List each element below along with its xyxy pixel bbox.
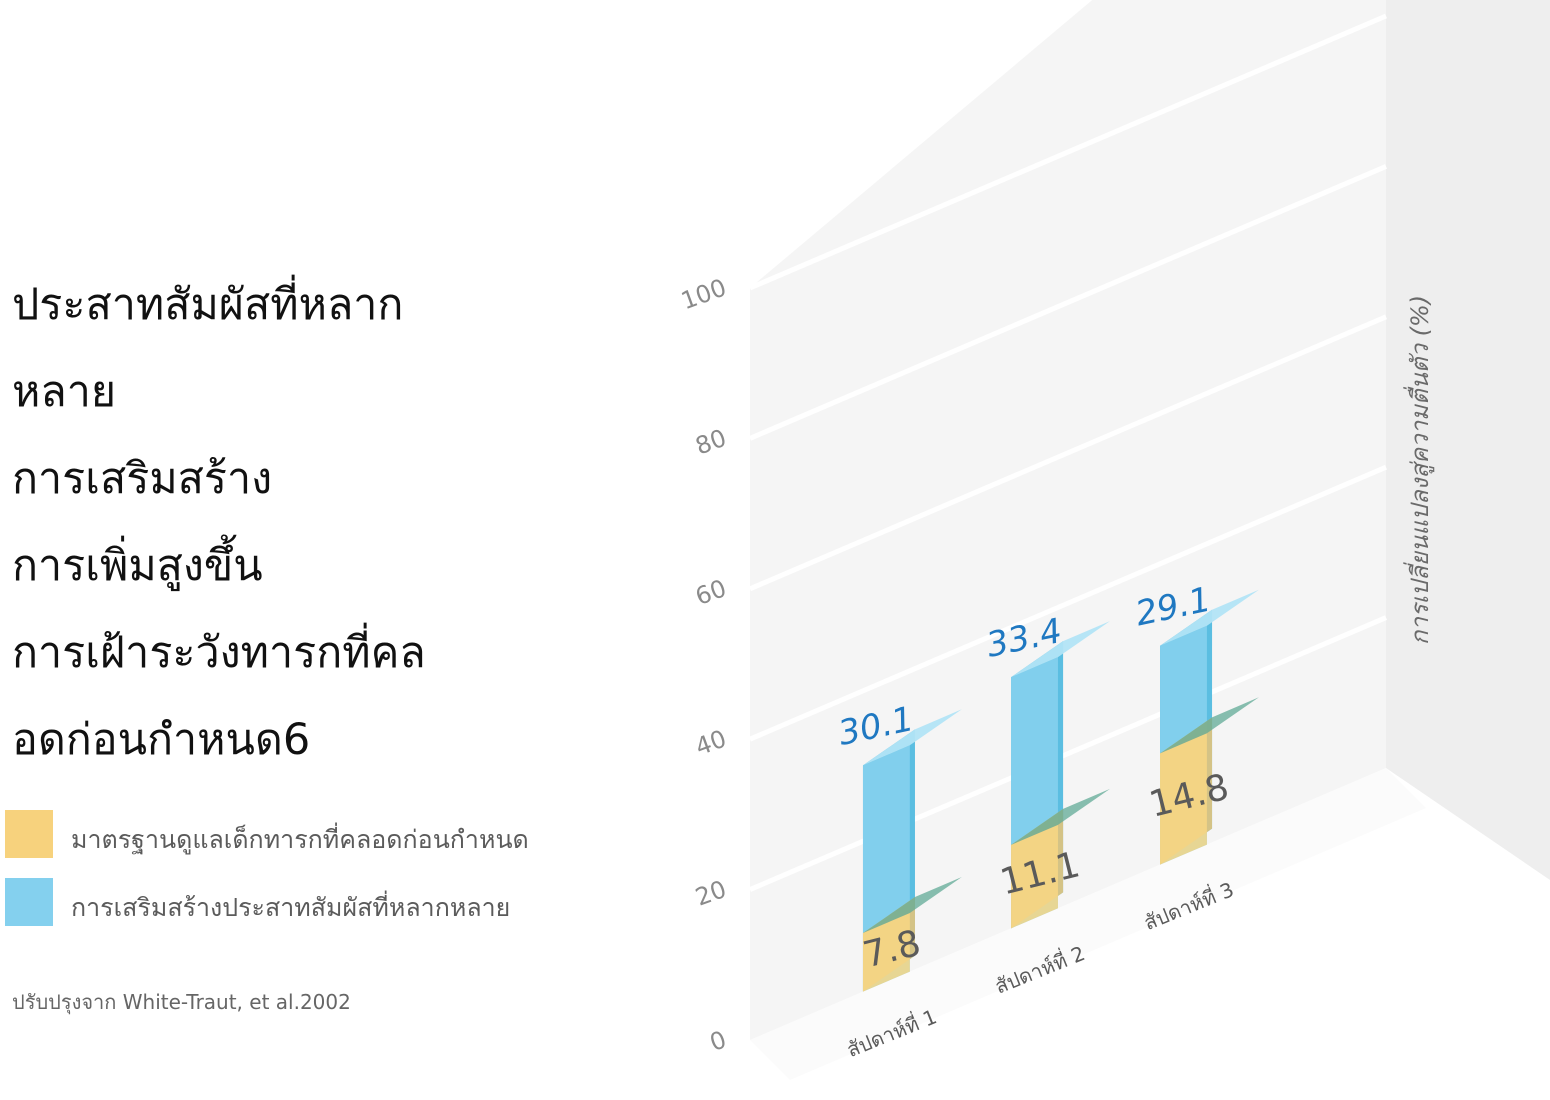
y-tick-label: 100 — [677, 273, 730, 315]
bar-sensory-2-top-face — [1011, 621, 1110, 678]
bar-group-2: 33.411.1 — [983, 611, 1110, 929]
y-tick-label: 20 — [692, 875, 730, 912]
gridline-80 — [749, 164, 1387, 441]
legend-swatch-standard-care — [5, 810, 53, 858]
floor — [750, 768, 1426, 1080]
y-axis-ticks: 0 20 40 60 80 100 — [677, 273, 730, 1057]
bar-group-3: 29.114.8 — [1132, 580, 1259, 865]
title-block: ประสาทสัมผัสที่หลาก หลาย การเสริมสร้าง ก… — [12, 262, 572, 784]
legend-swatch-sensory-stimulation — [5, 878, 53, 926]
side-wall — [1386, 0, 1550, 880]
chart-gridlines — [749, 13, 1387, 892]
bar-sensory-1-top-face — [862, 709, 962, 766]
legend-label-sensory-stimulation: การเสริมสร้างประสาทสัมผัสที่หลากหลาย — [71, 893, 511, 922]
bar-standard-1-top-face — [862, 876, 962, 934]
bar-sensory-3-top-face — [1160, 589, 1259, 646]
y-tick-label: 80 — [692, 424, 730, 461]
gridline-20 — [749, 615, 1387, 892]
bar-standard-1-front-face — [862, 912, 910, 992]
title-line-5: การเฝ้าระวังทารกที่คล — [12, 628, 426, 678]
gridline-60 — [749, 314, 1387, 592]
title-line-6: อดก่อนกำหนด6 — [12, 715, 311, 765]
y-axis-label: การเปลี่ยนแปลงสู่ความตื่นตัว (%) — [1403, 295, 1435, 645]
source-citation: ปรับปรุงจาก White-Traut, et al.2002 — [12, 990, 351, 1014]
y-axis-title: การเปลี่ยนแปลงสู่ความตื่นตัว (%) — [1403, 295, 1435, 645]
bar-standard-2-top-face — [1011, 788, 1110, 845]
bar-standard-3-front-face — [1160, 733, 1207, 865]
gridline-100 — [749, 13, 1387, 291]
y-tick-label: 60 — [692, 574, 730, 611]
gridline-40 — [749, 464, 1387, 742]
title-line-4: การเพิ่มสูงขึ้น — [12, 541, 263, 591]
title-line-3: การเสริมสร้าง — [12, 454, 273, 504]
y-tick-label: 0 — [706, 1025, 730, 1057]
y-tick-label: 40 — [692, 725, 730, 762]
chart-walls — [750, 0, 1550, 1080]
title-line-1: ประสาทสัมผัสที่หลาก — [12, 280, 404, 330]
title-line-2: หลาย — [12, 367, 117, 417]
bar-standard-3-top-face — [1160, 697, 1259, 754]
bar-standard-2-front-face — [1011, 824, 1058, 929]
legend-label-standard-care: มาตรฐานดูแลเด็กทารกที่คลอดก่อนกำหนด — [71, 825, 529, 854]
